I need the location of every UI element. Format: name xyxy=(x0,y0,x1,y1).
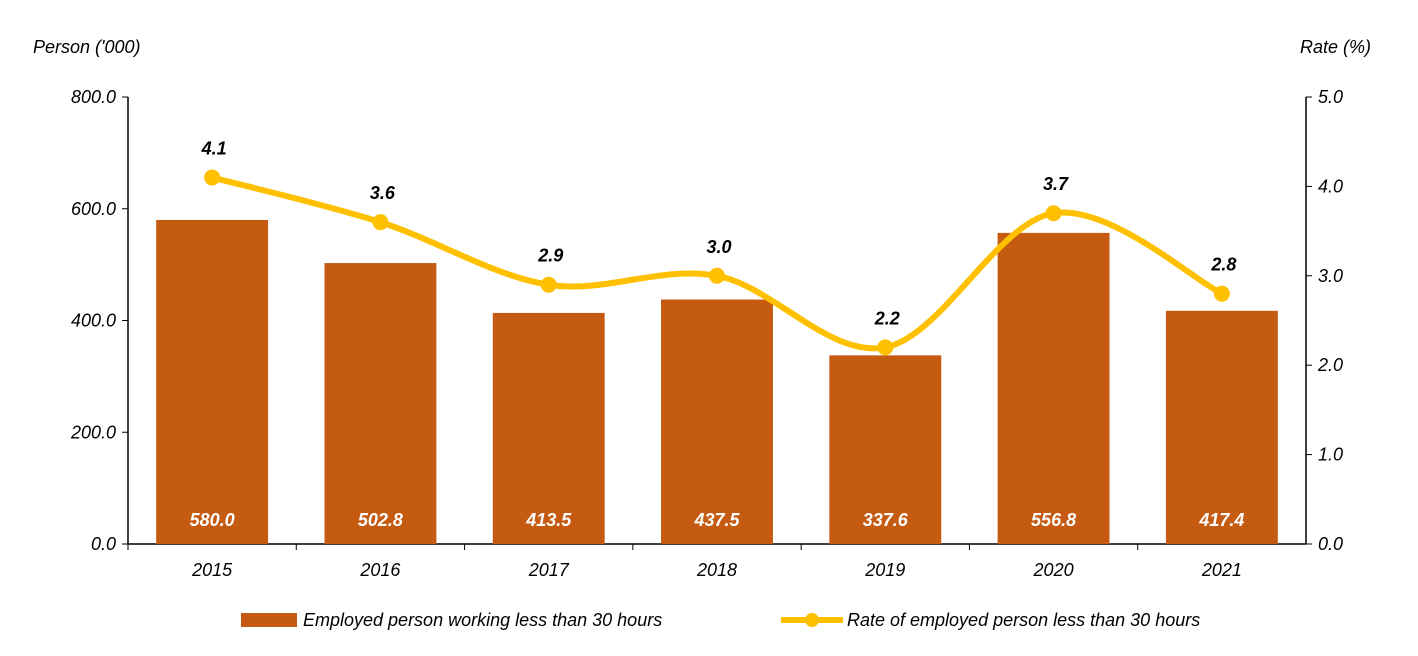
right-axis-tick-label: 5.0 xyxy=(1318,87,1343,107)
rate-data-label: 3.6 xyxy=(370,183,396,203)
x-axis-tick-label: 2019 xyxy=(864,560,905,580)
legend-bar-label: Employed person working less than 30 hou… xyxy=(303,610,662,630)
bar xyxy=(829,355,942,544)
right-axis-tick-label: 3.0 xyxy=(1318,266,1343,286)
right-axis-title: Rate (%) xyxy=(1300,37,1371,57)
legend-bar-swatch xyxy=(241,613,297,627)
bar xyxy=(661,299,773,544)
x-axis-tick-label: 2018 xyxy=(696,560,737,580)
bar-data-label: 337.6 xyxy=(863,510,909,530)
rate-marker xyxy=(1045,205,1062,222)
rate-data-label: 2.8 xyxy=(1210,255,1236,275)
x-axis-tick-label: 2021 xyxy=(1201,560,1242,580)
rate-marker xyxy=(372,214,389,231)
left-axis-tick-label: 400.0 xyxy=(71,311,116,331)
right-axis-tick-label: 2.0 xyxy=(1317,355,1343,375)
bar-data-label: 580.0 xyxy=(190,510,235,530)
x-axis-tick-label: 2017 xyxy=(528,560,570,580)
bar xyxy=(156,219,269,545)
rate-data-label: 2.2 xyxy=(874,308,900,328)
bar-data-label: 413.5 xyxy=(525,510,572,530)
x-axis-tick-label: 2016 xyxy=(359,560,401,580)
left-axis-tick-label: 600.0 xyxy=(71,199,116,219)
legend-line-marker xyxy=(805,613,819,627)
bar-data-label: 437.5 xyxy=(693,510,740,530)
right-axis-tick-label: 0.0 xyxy=(1318,534,1343,554)
rate-marker xyxy=(709,267,725,284)
rate-marker xyxy=(204,169,221,186)
legend-line-label: Rate of employed person less than 30 hou… xyxy=(847,610,1200,630)
left-axis-tick-label: 800.0 xyxy=(71,87,116,107)
legend: Employed person working less than 30 hou… xyxy=(241,610,1200,630)
left-axis-title: Person ('000) xyxy=(33,37,141,57)
bar-data-label: 502.8 xyxy=(358,510,403,530)
rate-data-label: 3.0 xyxy=(706,237,731,257)
left-axis-tick-label: 0.0 xyxy=(91,534,116,554)
x-axis-tick-label: 2020 xyxy=(1033,560,1074,580)
bar xyxy=(492,312,605,544)
x-axis-tick-label: 2015 xyxy=(191,560,233,580)
bar-data-label: 417.4 xyxy=(1198,510,1244,530)
bar xyxy=(1165,310,1278,544)
bar xyxy=(997,232,1110,544)
rate-marker xyxy=(540,276,557,293)
bar xyxy=(324,263,437,544)
left-axis-tick-label: 200.0 xyxy=(70,422,116,442)
right-axis-tick-label: 1.0 xyxy=(1318,445,1343,465)
rate-data-label: 4.1 xyxy=(201,138,227,158)
rate-data-label: 3.7 xyxy=(1043,174,1069,194)
rate-marker xyxy=(1213,285,1230,302)
bar-data-label: 556.8 xyxy=(1031,510,1076,530)
rate-marker xyxy=(877,339,894,356)
rate-data-label: 2.9 xyxy=(537,246,563,266)
right-axis-tick-label: 4.0 xyxy=(1318,176,1343,196)
